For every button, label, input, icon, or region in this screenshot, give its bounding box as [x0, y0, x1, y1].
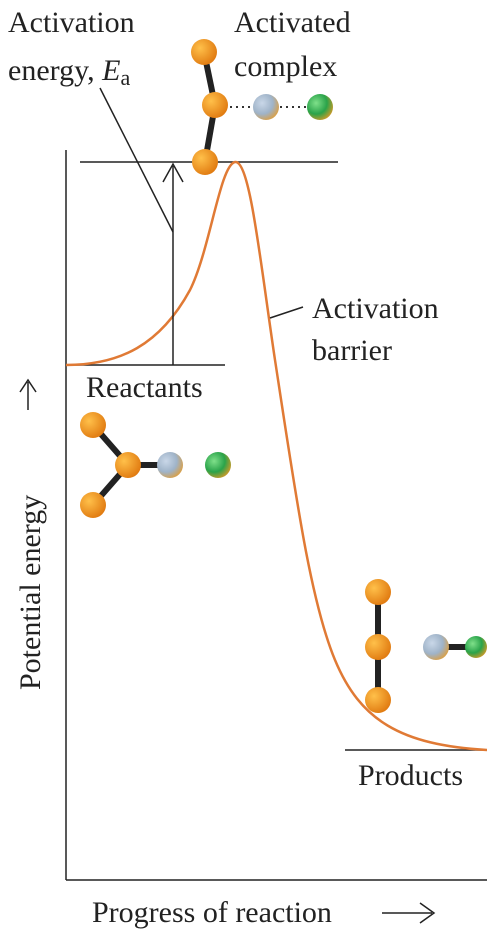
diagram: Activation energy, Ea Activated complex … — [0, 0, 487, 933]
y-axis-arrow — [20, 380, 36, 410]
ea-symbol: E — [101, 54, 120, 87]
complex-label: complex — [234, 50, 337, 83]
y-axis-label: Potential energy — [14, 495, 47, 690]
reactants-label: Reactants — [86, 371, 203, 404]
reactant-molecules — [80, 412, 231, 518]
x-axis-arrow — [382, 903, 434, 923]
barrier-label: Activation — [312, 292, 439, 325]
ea-label-text: energy, — [8, 54, 95, 87]
complex-label: Activated — [234, 6, 351, 39]
products-label: Products — [358, 759, 463, 792]
ea-label: energy, Ea — [8, 54, 130, 90]
product-molecules — [365, 579, 487, 713]
ea-label: Activation — [8, 6, 135, 39]
ea-leader — [100, 88, 173, 232]
barrier-label: barrier — [312, 334, 392, 367]
x-axis-label: Progress of reaction — [92, 896, 332, 929]
ea-subscript: a — [120, 65, 130, 90]
barrier-leader — [270, 307, 303, 318]
